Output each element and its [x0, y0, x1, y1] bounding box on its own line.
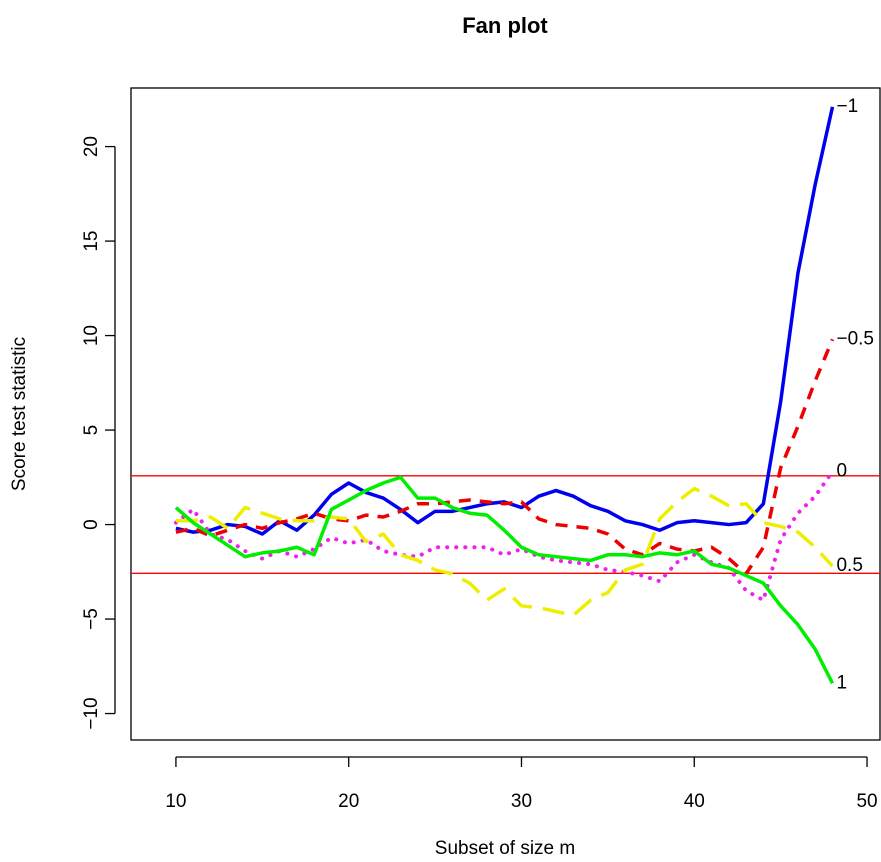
- series-line: [174, 475, 835, 685]
- y-tick-label: 5: [81, 425, 102, 436]
- series-line: [175, 106, 835, 536]
- series-line: [175, 338, 835, 576]
- chart-title: Fan plot: [462, 13, 548, 38]
- y-tick-label: 10: [81, 325, 102, 346]
- x-tick-label: 40: [684, 791, 705, 812]
- x-axis-label: Subset of size m: [435, 838, 575, 859]
- y-tick-label: −5: [81, 608, 102, 630]
- series-label: 1: [836, 672, 847, 693]
- x-tick-label: 50: [856, 791, 877, 812]
- series-label: 0.5: [836, 555, 862, 576]
- series-label: 0: [836, 461, 847, 482]
- y-tick-label: 0: [81, 519, 102, 530]
- x-tick-label: 20: [338, 791, 359, 812]
- x-tick-label: 30: [511, 791, 532, 812]
- series-label: −0.5: [836, 328, 874, 349]
- y-axis-label: Score test statistic: [9, 337, 30, 491]
- series-line: [173, 469, 835, 603]
- series-label: −1: [836, 96, 858, 117]
- plot-box: [130, 87, 881, 741]
- x-tick-label: 10: [165, 791, 186, 812]
- series-line: [175, 486, 834, 618]
- y-tick-label: 15: [81, 231, 102, 252]
- y-tick-label: 20: [81, 136, 102, 157]
- y-tick-label: −10: [81, 697, 102, 729]
